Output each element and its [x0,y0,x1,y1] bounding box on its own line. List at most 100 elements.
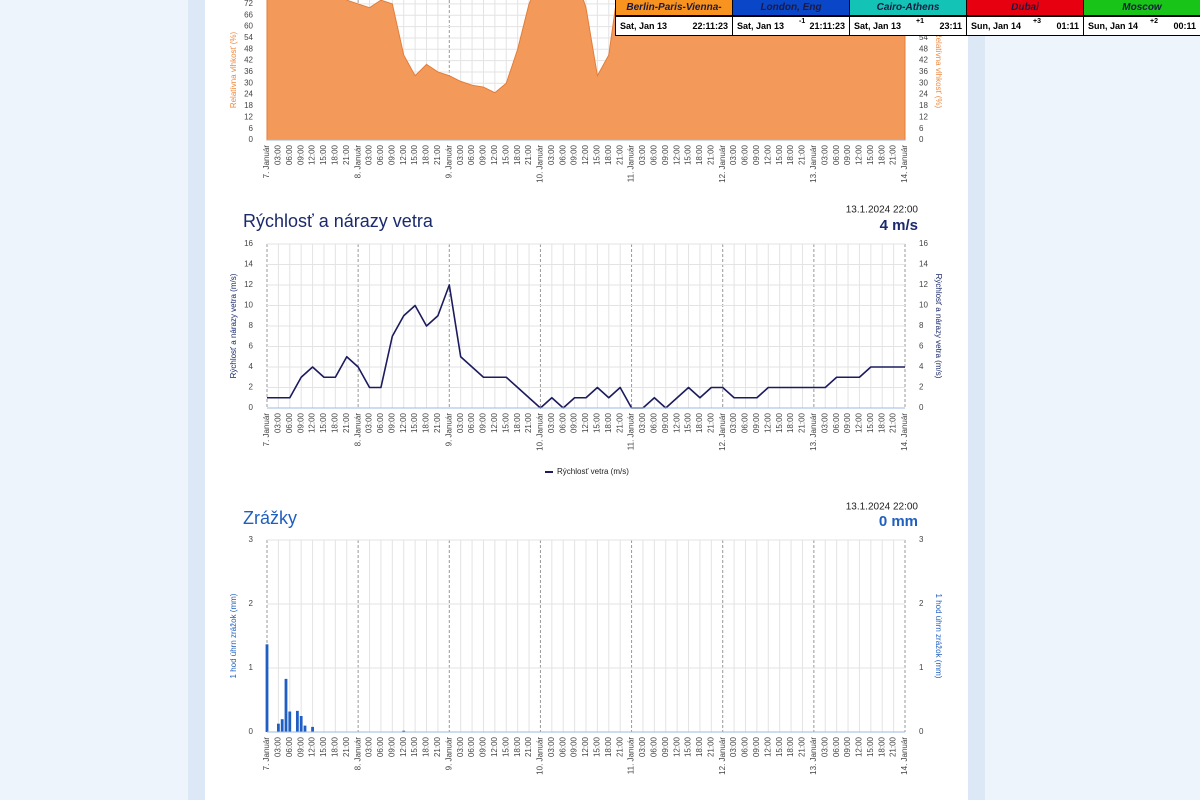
x-tick-label: 13. Január [809,413,818,451]
x-tick-label: 15:00 [684,144,693,165]
y-tick-label: 14 [244,260,253,269]
y-tick-label: 10 [244,301,253,310]
x-tick-label: 03:00 [729,144,738,165]
x-tick-label: 06:00 [741,412,750,433]
x-tick-label: 15:00 [866,144,875,165]
x-tick-label: 03:00 [365,736,374,757]
y2-tick-label: 0 [919,403,924,412]
bar [299,716,303,732]
x-tick-label: 18:00 [604,144,613,165]
x-tick-label: 09:00 [752,412,761,433]
clock-row: Sat, Jan 13 +1 23:11 [850,17,966,35]
x-tick-label: 7. Január [262,145,271,179]
y-tick-label: 12 [244,112,253,121]
x-tick-label: 21:00 [433,144,442,165]
y2-tick-label: 2 [919,383,924,392]
x-tick-label: 15:00 [775,736,784,757]
x-tick-label: 03:00 [274,144,283,165]
x-tick-label: 12:00 [490,412,499,433]
y-tick-label: 12 [244,280,253,289]
x-tick-label: 06:00 [285,144,294,165]
y2-tick-label: 6 [919,124,924,133]
x-tick-label: 06:00 [832,736,841,757]
x-tick-label: 21:00 [433,412,442,433]
x-tick-label: 03:00 [638,144,647,165]
x-tick-label: 21:00 [342,412,351,433]
y2-tick-label: 18 [919,101,928,110]
x-tick-label: 18:00 [695,736,704,757]
timestamp: 13.1.2024 22:00 [846,205,919,216]
y-tick-label: 66 [244,10,253,19]
x-tick-label: 11. Január [627,737,636,775]
x-tick-label: 18:00 [330,412,339,433]
clock-city: Dubai [967,0,1083,15]
clock-date: Sun, Jan 14 [971,21,1022,31]
bar [311,726,314,732]
clock-time: 01:11 [1056,21,1079,31]
y2-axis-title: 1 hod úhrn zrážok (mm) [934,594,943,679]
x-tick-label: 21:00 [524,736,533,757]
x-tick-label: 09:00 [570,144,579,165]
x-tick-label: 12:00 [672,412,681,433]
x-tick-label: 03:00 [729,736,738,757]
x-tick-label: 18:00 [330,144,339,165]
y2-axis-title: Relatívna vlhkosť (%) [934,32,943,109]
x-tick-label: 12:00 [763,144,772,165]
clock-row: Sun, Jan 14 +3 01:11 [967,17,1083,35]
y-tick-label: 0 [249,135,254,144]
x-tick-label: 18:00 [513,736,522,757]
x-tick-label: 06:00 [832,412,841,433]
y-tick-label: 6 [249,342,254,351]
x-tick-label: 18:00 [330,736,339,757]
clock: London, Eng Sat, Jan 13 -1 21:11:23 [732,0,849,36]
clock-date: Sun, Jan 14 [1088,21,1139,31]
y2-tick-label: 1 [919,663,924,672]
x-tick-label: 15:00 [593,412,602,433]
clock-offset: -1 [799,18,806,25]
x-tick-label: 11. Január [627,413,636,451]
x-tick-label: 21:00 [615,144,624,165]
x-tick-label: 21:00 [889,412,898,433]
y-tick-label: 6 [249,124,254,133]
x-tick-label: 13. Január [809,737,818,775]
y2-tick-label: 0 [919,727,924,736]
x-tick-label: 10. Január [536,413,545,451]
x-tick-label: 15:00 [319,412,328,433]
x-tick-label: 15:00 [410,144,419,165]
y2-tick-label: 2 [919,599,924,608]
y2-tick-label: 36 [919,67,928,76]
x-tick-label: 18:00 [695,144,704,165]
x-tick-label: 06:00 [285,736,294,757]
x-tick-label: 03:00 [820,412,829,433]
clock-row: Sun, Jan 14 +2 00:11 [1084,17,1200,35]
clock-time: 22:11:23 [692,21,728,31]
x-tick-label: 12:00 [581,736,590,757]
world-clocks: Berlin-Paris-Vienna-RomaSat, Jan 1322:11… [615,0,1200,36]
y-tick-label: 72 [244,0,253,8]
x-tick-label: 21:00 [524,144,533,165]
y2-tick-label: 12 [919,112,928,121]
x-tick-label: 03:00 [365,412,374,433]
bar [265,644,269,732]
x-tick-label: 15:00 [501,736,510,757]
x-tick-label: 12:00 [581,144,590,165]
y2-tick-label: 14 [919,260,928,269]
y-axis-title: Relatívna vlhkosť (%) [229,31,238,108]
x-tick-label: 12:00 [855,144,864,165]
x-tick-label: 12:00 [855,736,864,757]
y-tick-label: 18 [244,101,253,110]
line [267,284,905,409]
y-tick-label: 48 [244,44,253,53]
x-tick-label: 06:00 [376,412,385,433]
y2-tick-label: 8 [919,321,924,330]
x-tick-label: 18:00 [513,144,522,165]
x-tick-label: 09:00 [661,736,670,757]
clock: Cairo-Athens Sat, Jan 13 +1 23:11 [849,0,966,36]
bar [284,678,288,732]
y2-tick-label: 48 [919,44,928,53]
x-tick-label: 06:00 [467,144,476,165]
x-tick-label: 15:00 [684,736,693,757]
x-tick-label: 12:00 [763,412,772,433]
clock-date: Sat, Jan 13 [620,21,668,31]
y2-tick-label: 3 [919,535,924,544]
